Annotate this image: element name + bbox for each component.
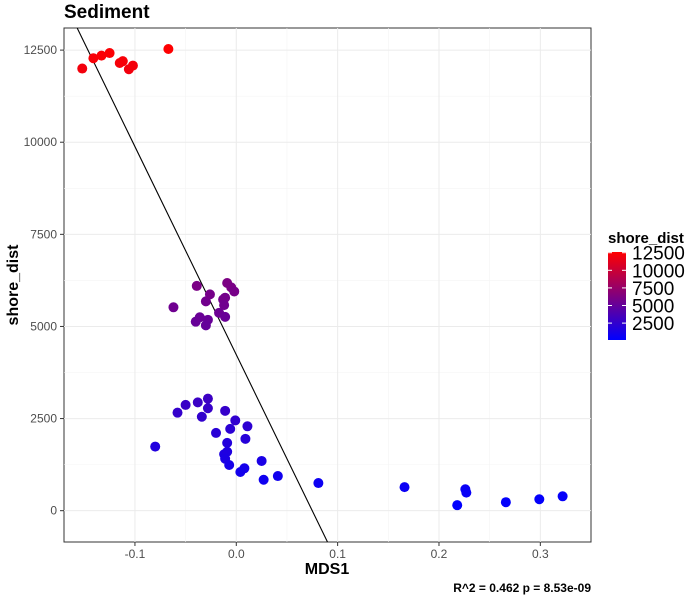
data-point xyxy=(224,459,235,470)
x-tick-label: 0.1 xyxy=(329,547,346,561)
data-point xyxy=(399,482,410,493)
data-point xyxy=(222,437,233,448)
chart-title: Sediment xyxy=(64,2,150,23)
data-point xyxy=(172,407,183,418)
y-tick-label: 7500 xyxy=(30,227,57,241)
data-point xyxy=(202,403,213,414)
regression-line xyxy=(76,28,328,542)
x-tick-label: -0.1 xyxy=(125,547,146,561)
data-point xyxy=(313,478,324,489)
data-point xyxy=(534,494,545,505)
plot-panel xyxy=(63,27,592,543)
legend-label: 12500 xyxy=(632,244,685,265)
legend-label: 7500 xyxy=(632,279,674,300)
data-point xyxy=(191,280,202,291)
legend-label: 5000 xyxy=(632,297,674,318)
data-point xyxy=(150,441,161,452)
legend-label: 2500 xyxy=(632,314,674,335)
data-point xyxy=(500,497,511,508)
x-tick-label: 0.2 xyxy=(431,547,448,561)
data-point xyxy=(557,491,568,502)
data-point xyxy=(211,427,222,438)
data-point xyxy=(220,311,231,322)
data-point xyxy=(192,397,203,408)
data-point xyxy=(96,50,107,61)
data-point xyxy=(229,286,240,297)
data-point xyxy=(461,487,472,498)
y-tick-label: 2500 xyxy=(30,412,57,426)
data-point xyxy=(272,471,283,482)
legend-label: 10000 xyxy=(632,261,685,282)
data-point xyxy=(104,48,115,59)
y-tick-label: 12500 xyxy=(24,43,58,57)
regression-line-group xyxy=(76,28,328,542)
data-point xyxy=(77,63,88,74)
data-point xyxy=(163,44,174,55)
data-point xyxy=(196,411,207,422)
data-point xyxy=(219,300,230,311)
stats-caption: R^2 = 0.462 p = 8.53e-09 xyxy=(453,581,591,595)
y-axis-label: shore_dist xyxy=(5,244,22,326)
legend-colorbar xyxy=(608,252,626,340)
data-point xyxy=(204,289,215,300)
x-tick-label: 0.3 xyxy=(532,547,549,561)
data-point xyxy=(235,466,246,477)
y-tick-label: 0 xyxy=(50,504,57,518)
x-axis-ticks: -0.1 0.0 0.1 0.2 0.3 xyxy=(125,542,549,561)
data-points xyxy=(77,44,568,511)
data-point xyxy=(225,423,236,434)
y-axis-ticks: 0 2500 5000 7500 10000 12500 xyxy=(24,43,64,518)
data-point xyxy=(168,302,179,313)
data-point xyxy=(230,415,241,426)
data-point xyxy=(194,312,205,323)
data-point xyxy=(258,474,269,485)
data-point xyxy=(180,399,191,410)
data-point xyxy=(242,421,253,432)
data-point xyxy=(220,405,231,416)
data-point xyxy=(220,292,231,303)
y-tick-label: 10000 xyxy=(24,135,58,149)
data-point xyxy=(88,53,99,64)
x-axis-label: MDS1 xyxy=(305,561,350,578)
y-tick-label: 5000 xyxy=(30,319,57,333)
data-point xyxy=(202,393,213,404)
x-tick-label: 0.0 xyxy=(228,547,245,561)
legend-title: shore_dist xyxy=(608,230,684,247)
data-point xyxy=(452,500,463,511)
grid-lines xyxy=(64,28,591,542)
data-point xyxy=(117,56,128,67)
data-point xyxy=(200,320,211,331)
data-point xyxy=(256,455,267,466)
data-point xyxy=(127,60,138,71)
data-point xyxy=(240,433,251,444)
